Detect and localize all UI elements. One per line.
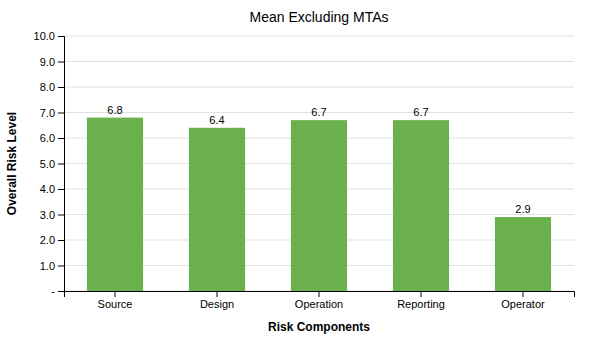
x-axis-title: Risk Components [268,320,370,334]
tick-mark [115,291,116,297]
tick-label: Source [98,298,133,310]
tick: Source [98,291,133,310]
tick-mark [58,36,64,37]
tick-mark [421,291,422,297]
grid-line [64,61,574,62]
tick-label: 2.0 [40,234,55,246]
tick-mark [58,266,64,267]
tick-label: Reporting [397,298,445,310]
tick-mark [319,291,320,297]
tick: Operator [501,291,545,310]
tick-label: 5.0 [40,158,55,170]
tick-mark [523,291,524,297]
tick-label: 3.0 [40,209,55,221]
tick: 3.0 [40,209,64,221]
tick-label: Design [200,298,234,310]
bar [291,120,347,291]
tick-label: Operator [501,298,545,310]
data-label: 6.7 [311,106,326,118]
axis-line [65,292,575,298]
grid-line [64,36,574,37]
tick-label: 9.0 [40,56,55,68]
title: Mean Excluding MTAs [249,9,388,25]
chart: - 1.0 2.0 3.0 4.0 5.0 6.0 7.0 8.0 9.0 10.0 Source De… [0,0,590,343]
tick-mark [58,113,64,114]
tick: 5.0 [40,158,64,170]
bars [87,118,551,291]
tick-mark [58,215,64,216]
tick-mark [217,291,218,297]
tick: Design [200,291,234,310]
data-label: 6.7 [413,106,428,118]
axis-line [58,37,65,292]
tick-mark [58,240,64,241]
tick-mark [58,291,64,292]
grid [64,36,574,291]
tick-mark [58,164,64,165]
data-labels: 6.8 6.4 6.7 6.7 2.9 [107,104,530,215]
plot: - 1.0 2.0 3.0 4.0 5.0 6.0 7.0 8.0 9.0 10.0 Source De… [34,30,575,310]
tick: 6.0 [40,132,64,144]
tick-label: Operation [295,298,343,310]
tick: 8.0 [40,81,64,93]
grid-line [64,87,574,88]
tick-label: 6.0 [40,132,55,144]
y-axis: - 1.0 2.0 3.0 4.0 5.0 6.0 7.0 8.0 9.0 10.0 [34,30,65,297]
tick-mark [58,189,64,190]
bar [393,120,449,291]
bar [495,217,551,291]
tick-label: - [51,285,55,297]
data-label: 2.9 [515,203,530,215]
tick-mark [58,87,64,88]
tick: Reporting [397,291,445,310]
tick-label: 8.0 [40,81,55,93]
tick: 9.0 [40,56,64,68]
bar [87,118,143,291]
tick-label: 1.0 [40,260,55,272]
data-label: 6.8 [107,104,122,116]
data-label: 6.4 [209,114,224,126]
tick: 2.0 [40,234,64,246]
tick: 4.0 [40,183,64,195]
tick-label: 10.0 [34,30,55,42]
tick-mark [58,138,64,139]
bar [189,128,245,291]
tick: Operation [295,291,343,310]
tick: 1.0 [40,260,64,272]
tick: - [51,285,64,297]
x-axis: Source Design Operation Reporting Operator [65,291,575,310]
tick-mark [58,62,64,63]
tick-label: 7.0 [40,107,55,119]
y-axis-title: Overall Risk Level [5,112,19,215]
tick: 10.0 [34,30,64,42]
tick-label: 4.0 [40,183,55,195]
tick: 7.0 [40,107,64,119]
